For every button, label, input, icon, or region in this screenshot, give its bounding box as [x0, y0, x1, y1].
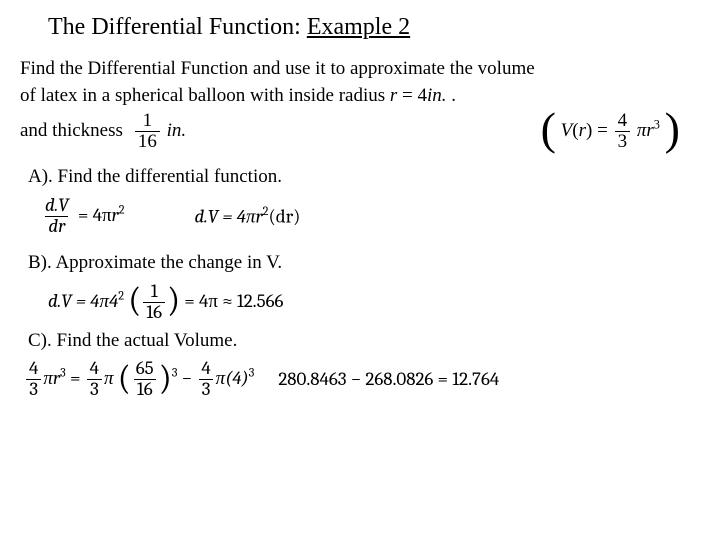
page-title: The Differential Function: Example 2: [48, 12, 700, 43]
part-c-label: C). Find the actual Volume.: [28, 329, 700, 354]
prompt-line2: of latex in a spherical balloon with ins…: [20, 84, 700, 109]
thickness-num: 1: [140, 111, 156, 131]
radius-dot: .: [447, 85, 457, 106]
part-c-lhs: 43πr3 = 43π (6516)3 − 43π(4)3: [24, 359, 254, 400]
a2-tail: (dr): [269, 205, 301, 227]
b-fn: 1: [148, 282, 161, 302]
part-c-rhs: 280.8463 − 268.0826 = 12.764: [278, 367, 499, 392]
radius-eq: =: [397, 85, 417, 106]
a1-exp: 2: [119, 204, 125, 218]
vf-3: 3: [615, 131, 631, 152]
part-a-label: A). Find the differential function.: [28, 165, 700, 190]
slide: The Differential Function: Example 2 Fin…: [0, 0, 720, 412]
thickness-unit: in.: [167, 119, 187, 140]
thickness-den: 16: [135, 131, 160, 152]
prompt-line2-prefix: of latex in a spherical balloon with ins…: [20, 85, 390, 106]
part-b-equation: d.V = 4π42 (116) = 4π ≈ 12.566: [48, 282, 700, 323]
prompt-line1: Find the Differential Function and use i…: [20, 57, 700, 82]
vf-frac: 4 3: [615, 111, 631, 152]
thickness-value: 1 16 in.: [133, 111, 186, 152]
vf-rarg: r: [579, 119, 586, 140]
part-c-row: 43πr3 = 43π (6516)3 − 43π(4)3 280.8463 −…: [24, 359, 700, 400]
a1-rhs-pre: = 4π: [78, 204, 112, 226]
b-exp: 2: [118, 289, 124, 303]
vf-4: 4: [615, 111, 631, 131]
b-rhs: = 4π ≈ 12.566: [184, 290, 283, 312]
a2-r: r: [256, 205, 263, 227]
b-lhs: d.V = 4π4: [48, 290, 118, 312]
a1-r: r: [112, 204, 119, 226]
title-plain: The Differential Function:: [48, 14, 307, 40]
eq-a1: d.V dr = 4πr2: [40, 196, 125, 237]
a1-den: dr: [45, 216, 68, 237]
vf-V: V: [561, 119, 573, 140]
vf-pi: π: [637, 119, 647, 140]
thickness-row: and thickness 1 16 in. ( V(r) = 4 3 πr3 …: [20, 111, 700, 152]
volume-formula: ( V(r) = 4 3 πr3 ): [541, 111, 680, 152]
eq-a2: d.V = 4πr2(dr): [195, 204, 301, 229]
radius-unit: in.: [427, 85, 447, 106]
thickness-frac: 1 16: [135, 111, 160, 152]
vf-exp: 3: [654, 117, 660, 131]
vf-r: r: [646, 119, 653, 140]
part-b-label: B). Approximate the change in V.: [28, 251, 700, 276]
part-a-equations: d.V dr = 4πr2 d.V = 4πr2(dr): [40, 196, 700, 237]
a2-lhs: d.V = 4π: [195, 205, 256, 227]
b-fd: 16: [143, 302, 165, 323]
thickness-label: and thickness: [20, 119, 123, 144]
vf-eq: =: [592, 119, 612, 140]
radius-val: 4: [418, 85, 428, 106]
title-underlined: Example 2: [307, 14, 410, 40]
a1-num: d.V: [42, 196, 72, 216]
